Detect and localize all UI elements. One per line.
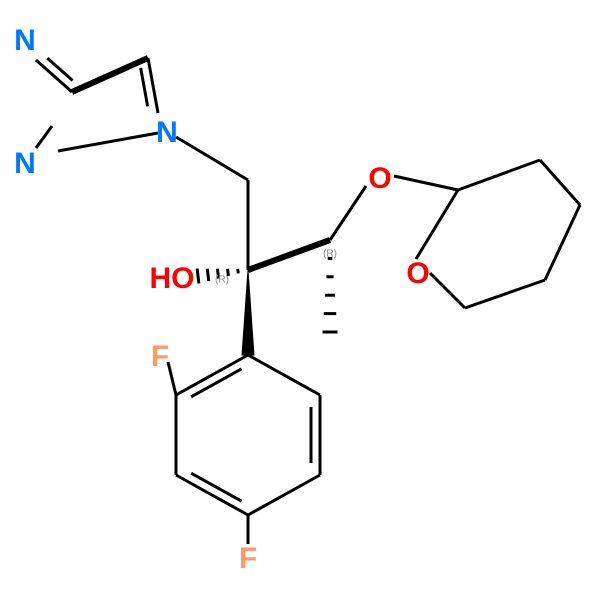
atom-label-N_br: N <box>156 116 178 149</box>
hash-bond <box>207 269 208 281</box>
hash-bond <box>238 269 239 274</box>
canvas-background <box>0 0 600 610</box>
atom-label-N_top: N <box>14 24 36 57</box>
atom-label-O_ring: O <box>406 257 429 290</box>
atom-label-F1: F <box>151 340 169 373</box>
molecule-diagram: HO F F N N N O O (R) (R) <box>0 0 600 610</box>
hash-bond <box>197 269 199 284</box>
atom-label-N_left: N <box>14 147 36 180</box>
atom-label-RS_chOH: (R) <box>323 249 337 260</box>
atom-label-O_top: O <box>368 162 391 195</box>
atom-label-HO: HO <box>150 262 195 295</box>
atom-label-RS_center: (R) <box>215 275 229 286</box>
atom-label-F2: F <box>239 542 257 575</box>
